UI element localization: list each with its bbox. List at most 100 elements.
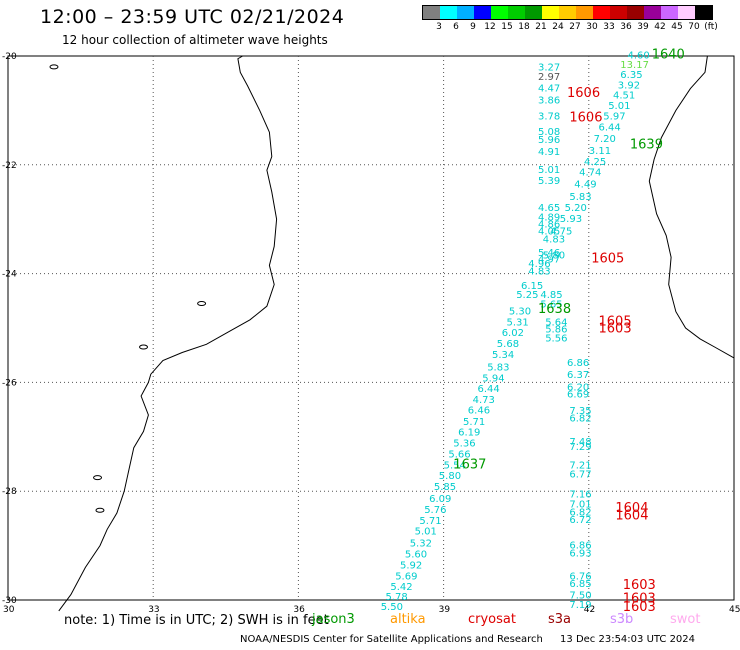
wave-height-label: 6.44 (599, 123, 621, 134)
wave-height-label: 5.34 (492, 350, 514, 361)
wave-height-label: 5.76 (424, 505, 446, 516)
pass-time-label: 1603 (623, 600, 656, 615)
wave-height-label: 4.65 (538, 203, 560, 214)
lat-label: -20 (2, 52, 17, 62)
wave-height-label: 5.08 (538, 127, 560, 138)
wave-height-label: 6.35 (620, 70, 642, 81)
wave-height-label: 5.56 (545, 334, 567, 345)
color-scale-label: 70 (688, 22, 700, 32)
lon-label: 36 (293, 605, 305, 615)
wave-height-label: 5.68 (497, 339, 519, 350)
source-s3b: s3b (610, 612, 634, 627)
lat-label: -26 (2, 378, 17, 388)
wave-height-label: 4.83 (528, 267, 550, 278)
wave-height-label: 6.82 (569, 508, 591, 519)
wave-height-label: 6.15 (521, 281, 543, 292)
coastline (49, 55, 735, 612)
wave-height-label: 4.96 (528, 259, 550, 270)
source-altika: altika (390, 612, 426, 627)
color-scale-labels: 3 6 9 12 15 18 21 24 27 30 33 36 39 42 45 70 (ft) (422, 20, 718, 34)
wave-height-label: 6.44 (478, 384, 500, 395)
pass-time-label: 1639 (630, 138, 663, 153)
footer-note: note: 1) Time is in UTC; 2) SWH is in fe… (64, 613, 329, 628)
wave-height-label: 4.75 (550, 226, 572, 237)
pass-time-label: 1606 (567, 86, 600, 101)
wave-height-label: 5.69 (395, 571, 417, 582)
color-scale-swatch (644, 6, 661, 19)
wave-height-label: 5.83 (487, 362, 509, 373)
coastline-madagascar (648, 55, 735, 359)
wave-height-label: 7.16 (569, 490, 591, 501)
pass-time-label: 1605 (591, 252, 624, 267)
island-outline (139, 344, 149, 350)
color-scale-label: 18 (518, 22, 530, 32)
wave-height-label: 5.92 (400, 560, 422, 571)
wave-height-label: 4.60 (628, 51, 650, 62)
wave-height-label: 5.60 (405, 550, 427, 561)
source-s3a: s3a (548, 612, 572, 627)
island-outline (49, 64, 59, 70)
wave-height-label: 5.86 (545, 324, 567, 335)
wave-height-label: 5.54 (444, 460, 466, 471)
wave-height-label: 3.86 (538, 95, 560, 106)
color-scale-label: 27 (569, 22, 581, 32)
wave-height-label: 5.01 (415, 527, 437, 538)
color-scale-swatch (440, 6, 457, 19)
wave-height-label: 3.78 (538, 112, 560, 123)
color-scale-label: 30 (586, 22, 598, 32)
wave-height-label: 7.20 (594, 134, 616, 145)
wave-height-label: 6.09 (429, 494, 451, 505)
color-scale-swatch (491, 6, 508, 19)
wave-height-label: 4.74 (579, 168, 601, 179)
wave-height-label: 6.19 (458, 428, 480, 439)
wave-height-label: 4.51 (613, 90, 635, 101)
wave-height-label: 6.86 (567, 358, 589, 369)
pass-time-label: 1603 (623, 578, 656, 593)
pass-time-label: 1603 (599, 321, 632, 336)
pass-time-label: 1604 (615, 501, 648, 516)
island-outline (93, 475, 103, 481)
color-scale-swatch (695, 6, 712, 19)
wave-height-label: 4.85 (540, 290, 562, 301)
color-scale-swatch (593, 6, 610, 19)
color-scale-legend: 3 6 9 12 15 18 21 24 27 30 33 36 39 42 45 70 (ft) (422, 5, 718, 34)
color-scale-swatch (678, 6, 695, 19)
wave-height-label: 5.20 (565, 203, 587, 214)
lon-label: 45 (729, 605, 740, 615)
color-scale-swatches (422, 5, 713, 20)
pass-time-label: 1638 (538, 302, 571, 317)
wave-height-label: 5.78 (386, 592, 408, 603)
island-outline (95, 507, 105, 513)
wave-height-label: 5.36 (453, 439, 475, 450)
source-swot: swot (670, 612, 701, 627)
wave-height-label: 4.86 (538, 219, 560, 230)
wave-height-label: 7.21 (569, 460, 591, 471)
coastline-africa (58, 55, 278, 612)
color-scale-label: 15 (501, 22, 513, 32)
wave-height-label: 3.11 (589, 146, 611, 157)
source-cryosat: cryosat (468, 612, 516, 627)
color-scale-swatch (576, 6, 593, 19)
wave-height-label: 6.85 (569, 579, 591, 590)
wave-height-label: 4.89 (538, 212, 560, 223)
pass-time-label: 1605 (599, 314, 632, 329)
wave-height-label: 5.65 (540, 299, 562, 310)
wave-height-label: 5.64 (545, 317, 567, 328)
lon-label: 30 (3, 605, 15, 615)
wave-height-label: 5.46 (538, 248, 560, 259)
wave-height-label: 6.20 (567, 383, 589, 394)
wave-height-label: 7.48 (569, 437, 591, 448)
color-scale-label: (ft) (704, 22, 718, 32)
wave-height-label: 5.25 (516, 290, 538, 301)
color-scale-label: 42 (654, 22, 666, 32)
wave-height-label: 4.97 (538, 255, 560, 266)
wave-height-label: 7.35 (569, 406, 591, 417)
wave-height-label: 3.92 (618, 81, 640, 92)
wave-height-label: 5.71 (419, 516, 441, 527)
color-scale-label: 33 (603, 22, 615, 32)
lat-label: -24 (2, 270, 17, 280)
color-scale-swatch (474, 6, 491, 19)
lat-label: -30 (2, 596, 17, 606)
color-scale-label: 6 (453, 22, 459, 32)
